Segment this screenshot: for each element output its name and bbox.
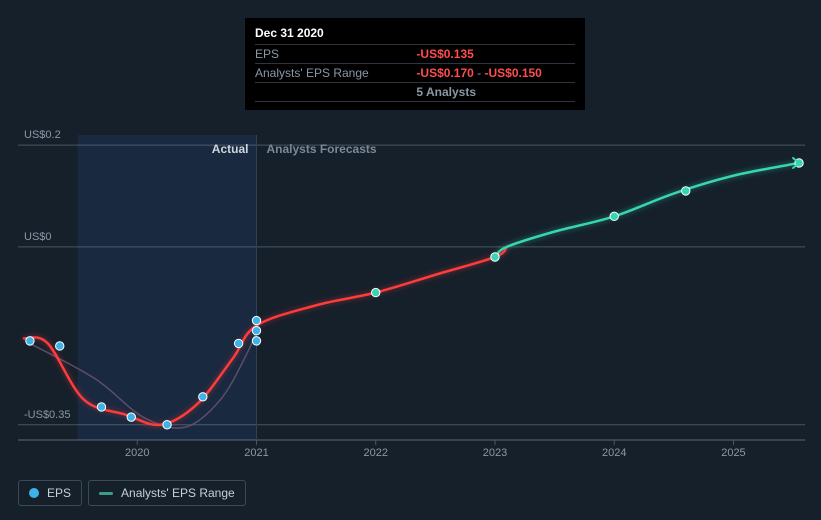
chart-legend: EPS Analysts' EPS Range [18, 480, 246, 506]
eps-marker [252, 327, 260, 335]
forecast-marker [610, 212, 618, 220]
x-tick-label: 2024 [602, 447, 626, 459]
eps-marker [26, 337, 34, 345]
legend-swatch [99, 492, 113, 495]
eps-marker [56, 342, 64, 350]
legend-label: EPS [47, 486, 71, 500]
forecast-marker [372, 288, 380, 296]
legend-item-eps-range[interactable]: Analysts' EPS Range [88, 480, 246, 506]
tooltip-row: EPS-US$0.135 [255, 45, 575, 64]
eps-marker [199, 393, 207, 401]
eps-marker [252, 316, 260, 324]
x-tick-label: 2021 [244, 447, 268, 459]
y-tick-label: -US$0.35 [24, 409, 70, 421]
tooltip-row: Analysts' EPS Range-US$0.170 - -US$0.150 [255, 64, 575, 83]
actual-region [78, 135, 257, 440]
x-tick-label: 2023 [483, 447, 507, 459]
forecast-label: Analysts Forecasts [266, 142, 376, 156]
tooltip-title: Dec 31 2020 [255, 26, 575, 40]
y-tick-label: US$0.2 [24, 129, 61, 141]
actual-label: Actual [212, 142, 249, 156]
eps-marker [234, 339, 242, 347]
forecast-marker [491, 253, 499, 261]
tooltip-row: 5 Analysts [255, 83, 575, 102]
legend-swatch [29, 488, 39, 498]
tooltip-table: EPS-US$0.135Analysts' EPS Range-US$0.170… [255, 44, 575, 102]
chart-tooltip: Dec 31 2020 EPS-US$0.135Analysts' EPS Ra… [245, 18, 585, 110]
legend-item-eps[interactable]: EPS [18, 480, 82, 506]
eps-marker [97, 403, 105, 411]
eps-marker [252, 337, 260, 345]
x-tick-label: 2022 [363, 447, 387, 459]
y-tick-label: US$0 [24, 231, 52, 243]
eps-marker [163, 421, 171, 429]
x-tick-label: 2020 [125, 447, 149, 459]
eps-line-pos-glow [495, 163, 799, 257]
legend-label: Analysts' EPS Range [121, 486, 235, 500]
eps-line-pos [495, 163, 799, 257]
eps-marker [127, 413, 135, 421]
forecast-marker [682, 187, 690, 195]
eps-chart: US$0.2 US$0 -US$0.35 2020 2021 2022 2023 2024 20… [0, 0, 821, 520]
x-tick-label: 2025 [721, 447, 745, 459]
